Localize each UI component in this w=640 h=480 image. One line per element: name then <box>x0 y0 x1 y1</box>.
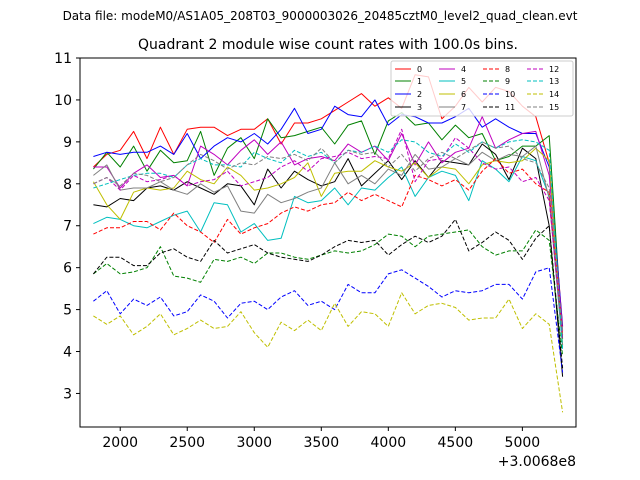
legend-box <box>390 60 574 117</box>
series-line-1 <box>93 112 564 339</box>
series-line-9 <box>93 229 564 356</box>
series-line-8 <box>93 158 564 335</box>
series-line-3 <box>93 143 564 377</box>
x-tick-label: 2500 <box>169 435 205 451</box>
plot-frame <box>79 57 577 428</box>
legend-label-10: 10 <box>505 90 515 99</box>
series-line-6 <box>92 147 564 346</box>
x-offset-label: +3.0068e8 <box>498 454 576 470</box>
series-line-13 <box>93 139 564 350</box>
series-line-14 <box>93 292 564 413</box>
legend-label-14: 14 <box>549 90 559 99</box>
series-line-7 <box>93 145 564 346</box>
x-tick-label: 3000 <box>236 435 272 451</box>
x-tick-label: 3500 <box>303 435 339 451</box>
legend-label-4: 4 <box>461 65 466 74</box>
legend-label-7: 7 <box>461 103 466 112</box>
y-tick-label: 8 <box>63 177 72 193</box>
x-tick-label: 2000 <box>102 435 138 451</box>
x-tick-label: 4000 <box>371 435 407 451</box>
x-tick-label: 5000 <box>505 435 541 451</box>
series-line-15 <box>93 141 564 331</box>
series-line-12 <box>93 128 564 339</box>
legend-label-3: 3 <box>417 103 422 112</box>
chart-suptitle: Data file: modeM0/AS1A05_208T03_90000030… <box>63 9 578 23</box>
legend-label-11: 11 <box>505 103 515 112</box>
legend-label-1: 1 <box>417 77 422 86</box>
series-line-2 <box>93 99 564 327</box>
series-line-5 <box>93 156 564 348</box>
y-tick-label: 9 <box>63 135 72 151</box>
legend-label-13: 13 <box>549 77 559 86</box>
y-tick-label: 5 <box>63 303 72 319</box>
x-tick-label: 4500 <box>438 435 474 451</box>
legend-label-2: 2 <box>417 90 422 99</box>
legend-label-0: 0 <box>417 65 422 74</box>
series-line-4 <box>93 116 564 331</box>
y-tick-label: 4 <box>63 345 72 361</box>
legend-label-5: 5 <box>461 77 466 86</box>
legend-label-9: 9 <box>505 77 510 86</box>
legend-label-12: 12 <box>549 65 559 74</box>
chart-title: Quadrant 2 module wise count rates with … <box>138 37 518 53</box>
series-layer <box>92 74 564 413</box>
legend-label-8: 8 <box>505 65 510 74</box>
y-tick-label: 7 <box>63 219 72 235</box>
y-tick-label: 6 <box>63 261 72 277</box>
y-tick-label: 11 <box>54 51 72 67</box>
series-line-10 <box>93 267 564 373</box>
legend-label-6: 6 <box>461 90 466 99</box>
y-tick-label: 10 <box>54 93 72 109</box>
series-line-11 <box>93 218 564 369</box>
legend-label-15: 15 <box>549 103 559 112</box>
y-tick-label: 3 <box>63 386 72 402</box>
